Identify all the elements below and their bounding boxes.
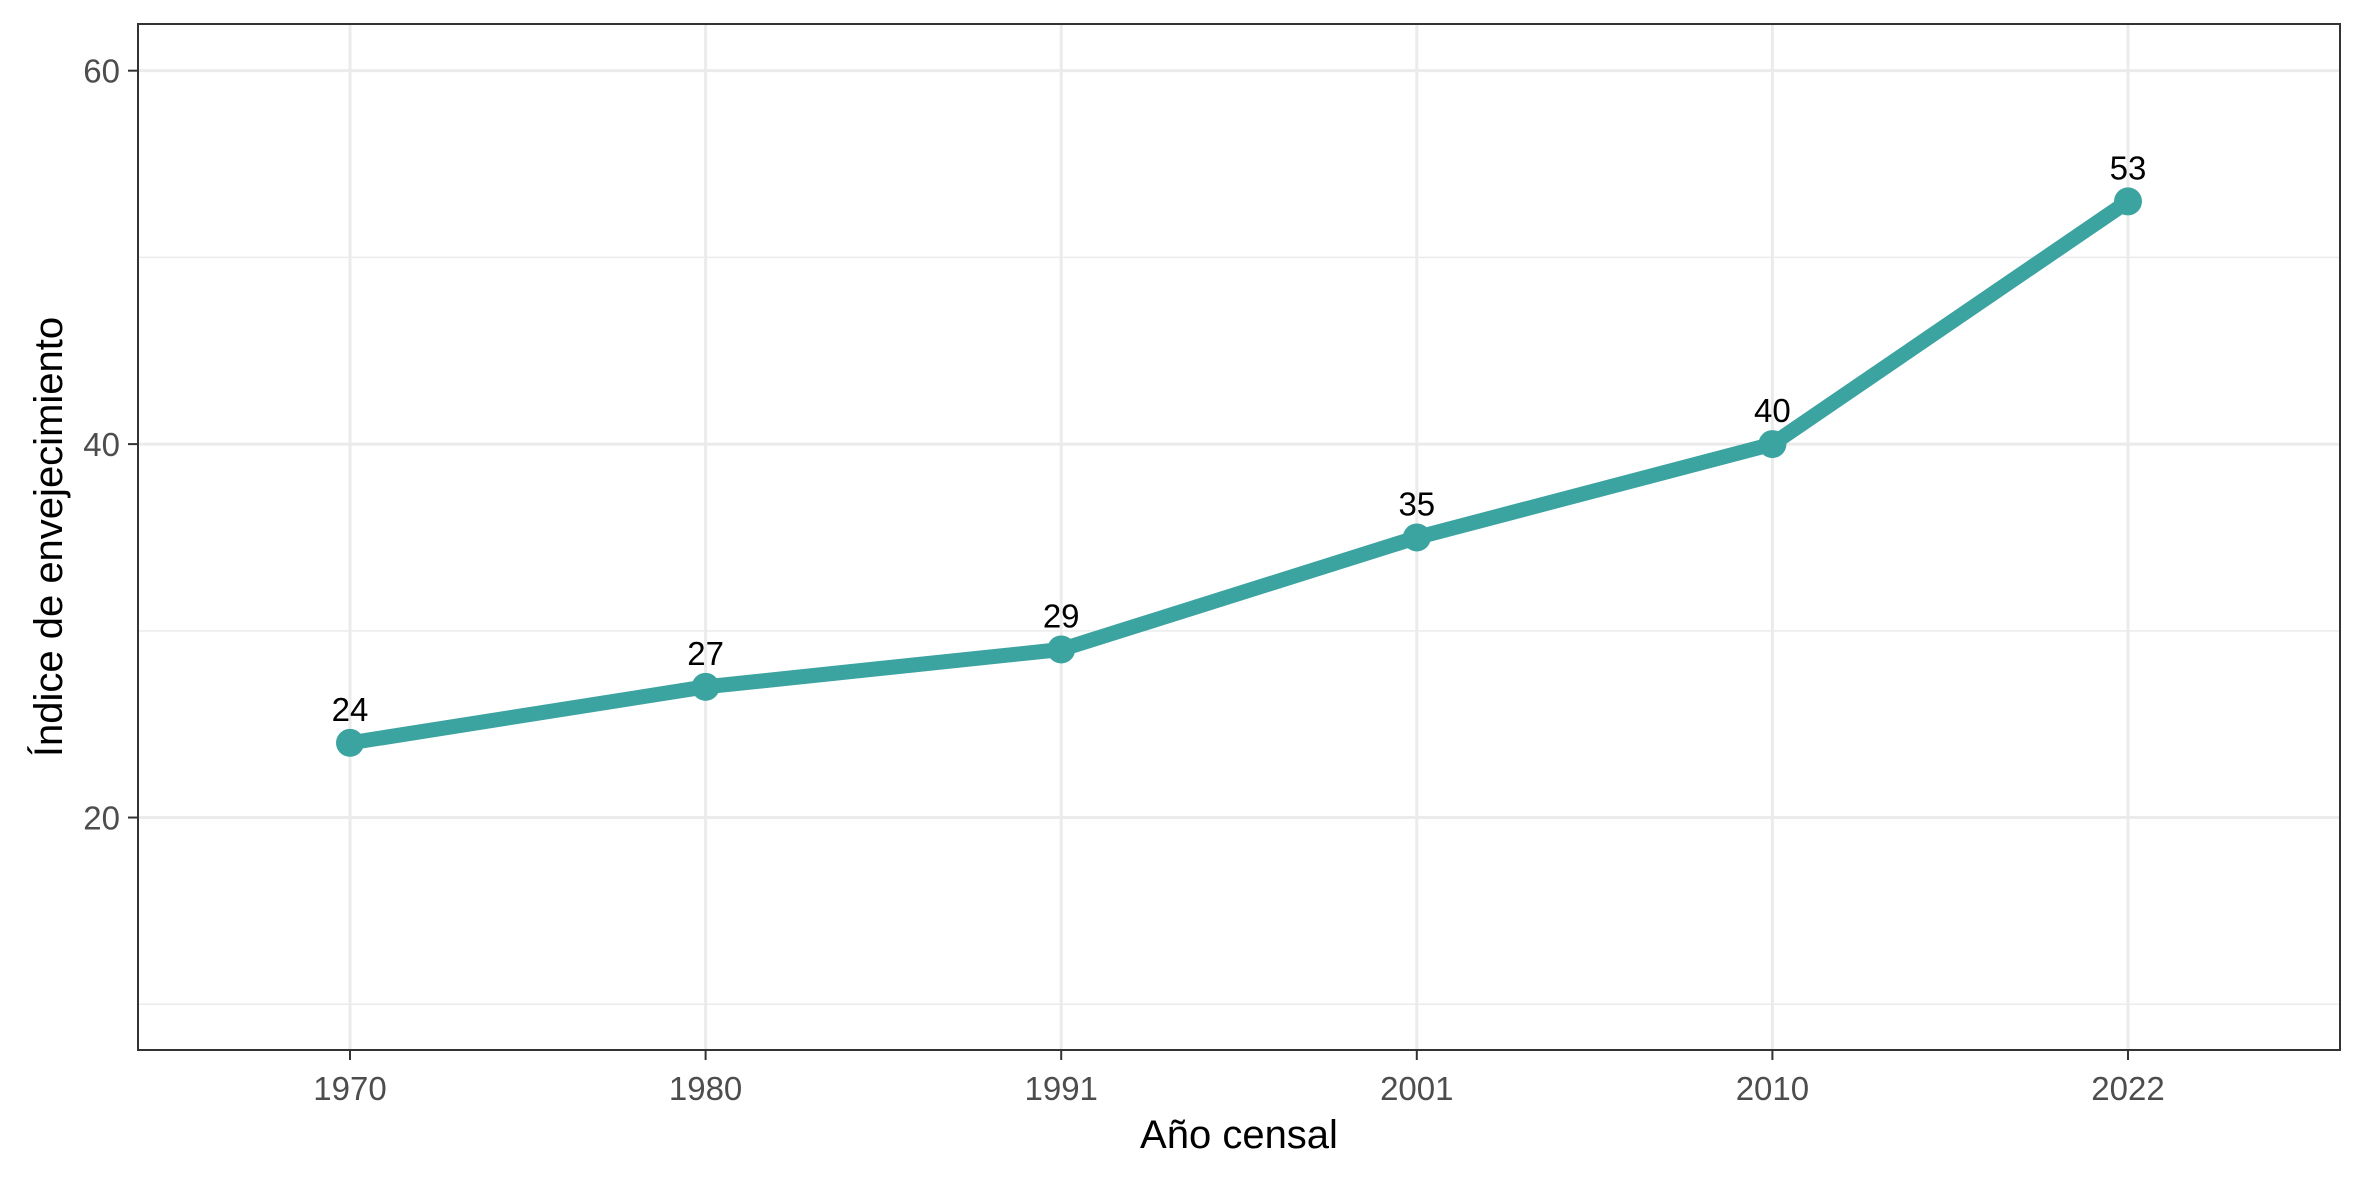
data-point bbox=[1402, 523, 1431, 552]
panel-border bbox=[137, 23, 2341, 1051]
data-label: 40 bbox=[1754, 392, 1791, 429]
gridlines bbox=[138, 24, 2340, 1050]
data-point bbox=[1758, 430, 1787, 459]
y-tick-label: 20 bbox=[83, 800, 120, 837]
data-point bbox=[1047, 635, 1076, 664]
y-axis-title: Índice de envejecimiento bbox=[26, 317, 71, 757]
data-label: 29 bbox=[1043, 597, 1080, 634]
data-point bbox=[336, 728, 364, 757]
x-axis-title: Año censal bbox=[1140, 1113, 1338, 1157]
series-line bbox=[342, 193, 2136, 751]
x-tick-label: 2001 bbox=[1380, 1070, 1453, 1107]
x-tick-label: 2010 bbox=[1736, 1070, 1809, 1107]
x-tick-label: 1970 bbox=[313, 1070, 386, 1107]
data-label: 27 bbox=[687, 635, 724, 672]
data-label: 35 bbox=[1398, 485, 1435, 522]
x-tick-label: 1991 bbox=[1024, 1070, 1097, 1107]
data-label: 24 bbox=[332, 691, 369, 728]
y-tick-label: 60 bbox=[83, 53, 120, 90]
data-labels: 24 27 29 35 40 53 bbox=[332, 149, 2147, 727]
data-point bbox=[2114, 187, 2142, 216]
series-line-group bbox=[342, 193, 2136, 751]
axes: 20 40 60 1970 1980 1991 2001 2010 2022 bbox=[83, 53, 2164, 1107]
data-label: 53 bbox=[2110, 149, 2147, 186]
data-points bbox=[336, 187, 2142, 757]
y-tick-label: 40 bbox=[83, 426, 120, 463]
x-tick-label: 2022 bbox=[2091, 1070, 2164, 1107]
x-tick-label: 1980 bbox=[669, 1070, 742, 1107]
data-point bbox=[691, 672, 720, 701]
